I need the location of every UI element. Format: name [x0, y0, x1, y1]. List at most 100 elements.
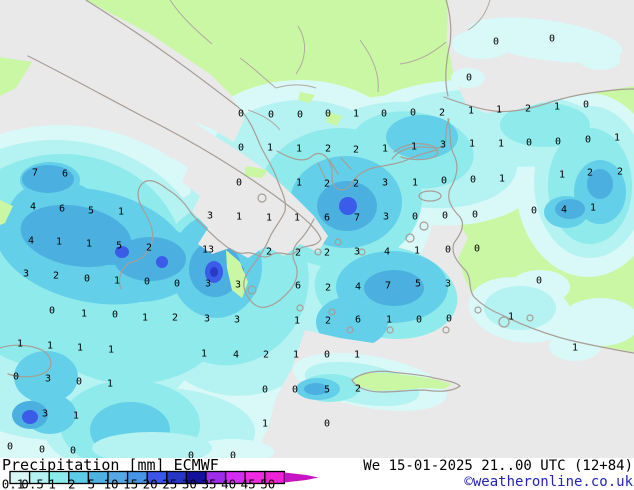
- grid-value: 6: [59, 204, 65, 215]
- grid-value: 3: [445, 279, 451, 290]
- grid-value: 1: [118, 207, 124, 218]
- grid-value: 1: [498, 139, 504, 150]
- grid-value: 3: [354, 247, 360, 258]
- grid-value: 1: [499, 174, 505, 185]
- grid-value: 3: [45, 374, 51, 385]
- grid-value: 1: [294, 213, 300, 224]
- grid-value: 1: [412, 178, 418, 189]
- grid-value: 0: [585, 135, 591, 146]
- grid-value: 1: [382, 144, 388, 155]
- colorbar: [9, 470, 319, 485]
- legend-tick-label: 35: [201, 477, 216, 490]
- grid-value: 0: [555, 137, 561, 148]
- grid-value: 1: [468, 106, 474, 117]
- legend-tick-label: 2: [68, 477, 76, 490]
- grid-value: 2: [172, 313, 178, 324]
- legend-tick-label: 50: [260, 477, 275, 490]
- grid-value: 0: [474, 244, 480, 255]
- grid-value: 1: [411, 142, 417, 153]
- grid-value: 3: [383, 212, 389, 223]
- grid-value: 0: [583, 100, 589, 111]
- grid-value: 4: [561, 205, 567, 216]
- grid-value: 2: [324, 179, 330, 190]
- grid-value: 4: [355, 282, 361, 293]
- grid-value: 0: [526, 138, 532, 149]
- grid-value: 2: [146, 243, 152, 254]
- country-borders: [169, 0, 491, 131]
- grid-value: 1: [201, 349, 207, 360]
- grid-value: 1: [572, 343, 578, 354]
- legend-footer: Precipitation [mm] ECMWF 0.10.5 1 2 5 10 15 20…: [0, 458, 634, 490]
- legend-overflow-arrow: [284, 472, 319, 483]
- grid-value: 2: [53, 271, 59, 282]
- grid-value: 0: [472, 210, 478, 221]
- grid-value: 3: [207, 211, 213, 222]
- grid-value: 0: [268, 110, 274, 121]
- precipitation-patches: [92, 17, 634, 462]
- copyright-link[interactable]: ©weatheronline.co.uk: [464, 474, 633, 490]
- grid-value: 4: [233, 350, 239, 361]
- land-slivers: [0, 57, 452, 391]
- legend-tick-label: 0.5: [21, 477, 44, 490]
- legend-tick-label: 5: [88, 477, 96, 490]
- grid-value: 3: [205, 279, 211, 290]
- grid-value: 5: [116, 241, 122, 252]
- grid-value: 1: [554, 102, 560, 113]
- grid-value: 1: [142, 313, 148, 324]
- grid-value: 1: [296, 178, 302, 189]
- grid-value: 1: [107, 379, 113, 390]
- grid-value: 1: [73, 411, 79, 422]
- legend-tick-label: 10: [103, 477, 118, 490]
- legend-tick-label: 30: [182, 477, 197, 490]
- grid-value: 0: [416, 315, 422, 326]
- legend-tick-label: 40: [221, 477, 236, 490]
- grid-value: 0: [297, 110, 303, 121]
- grid-value: 0: [7, 442, 13, 453]
- grid-value: 1: [17, 339, 23, 350]
- grid-value: 1: [590, 203, 596, 214]
- grid-value: 1: [414, 246, 420, 257]
- grid-value: 4: [30, 202, 36, 213]
- grid-value: 2: [325, 283, 331, 294]
- grid-value: 1: [262, 419, 268, 430]
- grid-value: 0: [324, 419, 330, 430]
- legend-tick-label: 1: [48, 477, 56, 490]
- grid-value: 3: [23, 269, 29, 280]
- grid-value: 4: [384, 247, 390, 258]
- grid-value: 0: [230, 451, 236, 462]
- grid-value: 7: [354, 213, 360, 224]
- grid-value: 2: [325, 316, 331, 327]
- grid-value: 3: [382, 178, 388, 189]
- grid-value: 1: [294, 316, 300, 327]
- grid-value: 0: [84, 274, 90, 285]
- grid-value: 0: [441, 176, 447, 187]
- grid-value: 5: [415, 279, 421, 290]
- grid-value: 1: [81, 309, 87, 320]
- grid-values-layer: 0 0 0 0 0 0 0 1 0 0 2 1 1 2 1 0 0 1 1 2 2 1 1 3 1 1 0 0 0 1 7 6 0 1 2 2 3 1 0 0…: [7, 34, 623, 462]
- grid-value: 2: [324, 248, 330, 259]
- grid-value: 0: [470, 175, 476, 186]
- grid-value: 0: [442, 211, 448, 222]
- grid-value: 1: [86, 239, 92, 250]
- grid-value: 2: [355, 384, 361, 395]
- coastlines: [0, 0, 634, 393]
- grid-value: 1: [266, 213, 272, 224]
- grid-value: 0: [262, 385, 268, 396]
- grid-value: 0: [76, 377, 82, 388]
- grid-value: 6: [62, 169, 68, 180]
- grid-value: 0: [13, 372, 19, 383]
- grid-value: 7: [32, 168, 38, 179]
- grid-value: 0: [410, 108, 416, 119]
- grid-value: 0: [238, 109, 244, 120]
- legend-tick-label: 0.1: [2, 477, 25, 490]
- grid-value: 0: [144, 277, 150, 288]
- grid-value: 0: [536, 276, 542, 287]
- grid-value: 2: [295, 248, 301, 259]
- grid-value: 0: [466, 73, 472, 84]
- grid-value: 1: [614, 133, 620, 144]
- grid-value: 0: [325, 109, 331, 120]
- grid-value: 3: [440, 140, 446, 151]
- grid-value: 0: [236, 178, 242, 189]
- grid-value: 0: [292, 385, 298, 396]
